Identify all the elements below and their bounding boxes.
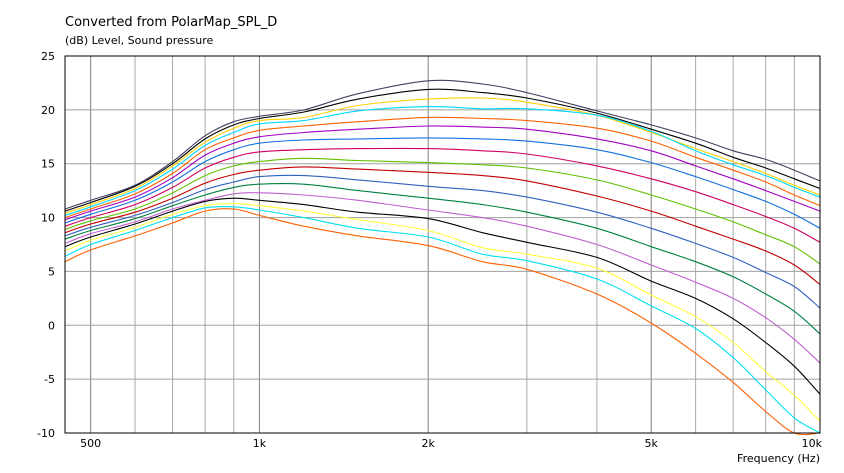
x-tick-label: 1k (253, 437, 267, 450)
chart-title: Converted from PolarMap_SPL_D (65, 15, 277, 30)
series-line-17 (64, 208, 821, 436)
y-tick-label: 10 (41, 212, 55, 225)
series-line-15 (64, 203, 821, 422)
series-line-12 (64, 183, 821, 335)
y-tick-label: 0 (48, 319, 55, 332)
y-tick-label: 15 (41, 158, 55, 171)
x-tick-label: 5k (645, 437, 659, 450)
series-line-6 (64, 125, 821, 221)
plot-frame (64, 55, 821, 434)
grid (65, 55, 821, 434)
series-line-14 (64, 197, 821, 395)
x-tick-label: 10k (802, 437, 823, 450)
series-line-8 (64, 147, 821, 243)
series-line-5 (64, 116, 821, 219)
series-line-13 (64, 192, 821, 364)
x-tick-label: 500 (80, 437, 101, 450)
series-line-16 (64, 205, 821, 434)
series-line-1 (64, 79, 821, 210)
series-line-2 (64, 88, 821, 212)
y-axis-label: (dB) Level, Sound pressure (65, 34, 214, 47)
series-line-10 (64, 166, 821, 285)
tick-labels: -10 -5 0 5 10 15 20 25 500 1k 2k 5k 10k (37, 50, 823, 450)
series-line-11 (64, 174, 821, 309)
series-line-4 (64, 106, 821, 216)
series-lines (64, 79, 821, 436)
x-axis-label: Frequency (Hz) (737, 452, 820, 465)
x-tick-label: 2k (421, 437, 435, 450)
series-line-3 (64, 97, 821, 214)
y-tick-label: 20 (41, 104, 55, 117)
y-tick-label: -10 (37, 427, 55, 440)
y-tick-label: -5 (44, 373, 55, 386)
y-tick-label: 5 (48, 265, 55, 278)
y-tick-label: 25 (41, 50, 55, 63)
series-line-7 (64, 137, 821, 229)
series-line-9 (64, 157, 821, 265)
